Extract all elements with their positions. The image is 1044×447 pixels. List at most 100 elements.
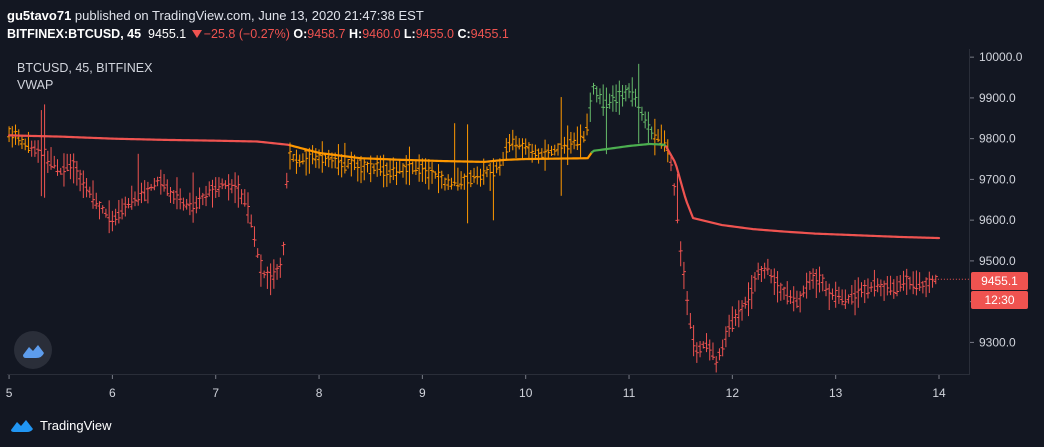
ohlc-bar	[827, 283, 832, 311]
ohlc-bar	[878, 279, 883, 297]
ohlc-bar	[297, 154, 302, 167]
ohlc-bar	[804, 272, 809, 299]
ohlc-bar	[355, 159, 360, 182]
ohlc-bar	[610, 85, 615, 112]
ohlc-bar	[649, 126, 654, 140]
ohlc-bar	[271, 259, 276, 289]
ohlc-bar	[736, 300, 741, 328]
ohlc-bar	[265, 266, 270, 289]
x-tick-label: 14	[932, 386, 946, 400]
ohlc-bar	[423, 158, 428, 184]
ohlc-bar	[769, 269, 774, 284]
ohlc-bar	[756, 262, 761, 280]
tradingview-logo-icon	[11, 420, 33, 432]
tradingview-badge[interactable]	[14, 331, 52, 369]
ohlc-bar	[643, 111, 648, 129]
x-tick-label: 9	[419, 386, 426, 400]
ohlc-bar	[97, 201, 102, 220]
ohlc-bar	[853, 279, 858, 316]
ohlc-bar	[652, 118, 657, 156]
ohlc-bar	[846, 294, 851, 304]
ohlc-bar	[39, 110, 44, 197]
ohlc-bar	[45, 150, 50, 173]
ohlc-bar	[817, 266, 822, 293]
ohlc-bar	[452, 123, 457, 187]
ohlc-bar	[614, 84, 619, 112]
ohlc-bar	[7, 126, 12, 143]
x-tick-label: 8	[316, 386, 323, 400]
ohlc-bar	[798, 291, 803, 313]
ohlc-bar	[304, 148, 309, 176]
ohlc-bar	[927, 271, 932, 293]
low-label: L:	[403, 27, 416, 41]
ohlc-bar	[168, 186, 173, 203]
legend-symbol[interactable]: BTCUSD, 45, BITFINEX	[17, 61, 153, 75]
x-tick-label: 7	[212, 386, 219, 400]
footer-brand[interactable]: TradingView	[10, 417, 112, 433]
ohlc-bar	[743, 296, 748, 309]
ohlc-bar	[204, 185, 209, 207]
ohlc-bar	[559, 97, 564, 196]
ohlc-bar	[81, 170, 86, 198]
ohlc-bar	[694, 342, 699, 363]
ohlc-bar	[475, 166, 480, 185]
ohlc-bar	[136, 153, 141, 206]
y-tick-label: 9800.0	[979, 132, 1016, 146]
ohlc-bar	[291, 154, 296, 162]
ohlc-bar	[710, 342, 715, 361]
ohlc-bar	[74, 160, 79, 186]
ohlc-bar	[717, 348, 722, 361]
ohlc-bar	[488, 163, 493, 191]
ohlc-bar	[539, 148, 544, 158]
ohlc-bar	[394, 161, 399, 185]
author-name[interactable]: gu5tavo71	[7, 8, 72, 23]
ohlc-bar	[178, 188, 183, 210]
ohlc-bar	[785, 281, 790, 305]
open-value: 9458.7	[307, 27, 346, 41]
ohlc-bar	[762, 262, 767, 279]
ohlc-bar	[275, 264, 280, 280]
ohlc-bar	[720, 339, 725, 357]
ohlc-bar	[510, 129, 515, 151]
close-label: C:	[457, 27, 471, 41]
ohlc-bar	[359, 155, 364, 184]
chart-pane[interactable]	[7, 49, 970, 375]
ohlc-bar	[723, 326, 728, 348]
ohlc-bar	[639, 106, 644, 121]
ohlc-bar	[10, 126, 15, 148]
ohlc-bar	[23, 138, 28, 151]
ohlc-bar	[843, 289, 848, 309]
ohlc-bar	[258, 254, 263, 287]
ohlc-bar	[442, 177, 447, 191]
ohlc-bar	[904, 268, 909, 295]
ohlc-bar	[262, 270, 267, 279]
close-value: 9455.1	[470, 27, 509, 41]
ohlc-bar	[55, 159, 60, 176]
ohlc-bar	[730, 306, 735, 332]
ohlc-bar	[184, 198, 189, 210]
ohlc-bar	[181, 197, 186, 211]
ohlc-bar	[100, 205, 105, 214]
ohlc-bar	[433, 171, 438, 179]
ohlc-bar	[901, 270, 906, 291]
ohlc-bar	[585, 113, 590, 136]
ohlc-bar	[68, 153, 73, 180]
ohlc-bar	[646, 111, 651, 146]
ohlc-bar	[400, 163, 405, 178]
x-tick-label: 5	[6, 386, 13, 400]
ohlc-bar	[688, 312, 693, 329]
y-tick-label: 9900.0	[979, 91, 1016, 105]
x-tick-label: 11	[623, 386, 636, 400]
publication-line: gu5tavo71 published on TradingView.com, …	[7, 8, 424, 23]
ohlc-bar	[578, 124, 583, 158]
legend-indicator[interactable]: VWAP	[17, 78, 54, 92]
ohlc-bar	[820, 274, 825, 292]
ohlc-bar	[749, 275, 754, 310]
ohlc-bar	[142, 180, 147, 202]
ohlc-bar	[71, 153, 76, 184]
ohlc-bar	[572, 132, 577, 150]
ohlc-bar	[346, 159, 351, 169]
ohlc-bar	[588, 92, 593, 122]
ohlc-bar	[678, 241, 683, 267]
